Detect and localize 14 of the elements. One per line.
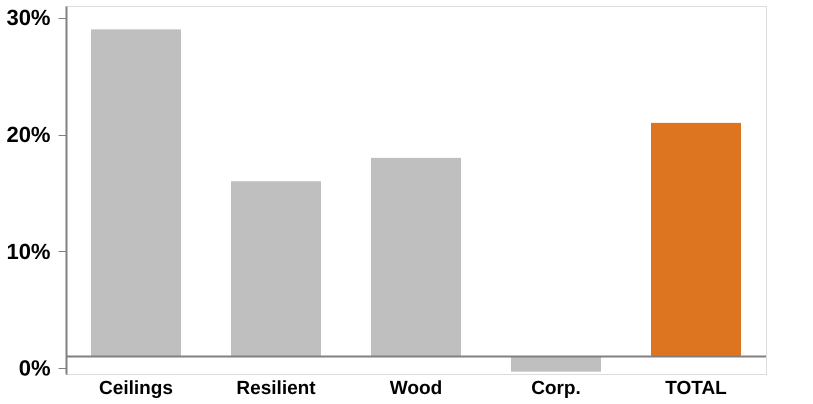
y-tick-label: 10% <box>6 238 50 264</box>
bar <box>511 356 601 372</box>
bar <box>91 29 181 356</box>
x-tick-label: Ceilings <box>99 378 173 399</box>
bar <box>231 181 321 356</box>
x-tick-label: Resilient <box>236 378 316 399</box>
bar <box>651 122 741 356</box>
x-tick-label: TOTAL <box>665 378 728 399</box>
bar <box>371 158 461 356</box>
y-tick-label: 20% <box>6 122 50 148</box>
y-tick-label: 30% <box>6 5 50 30</box>
y-tick-label: 0% <box>18 356 50 381</box>
x-tick-label: Wood <box>390 378 442 399</box>
x-tick-label: Corp. <box>531 378 581 399</box>
